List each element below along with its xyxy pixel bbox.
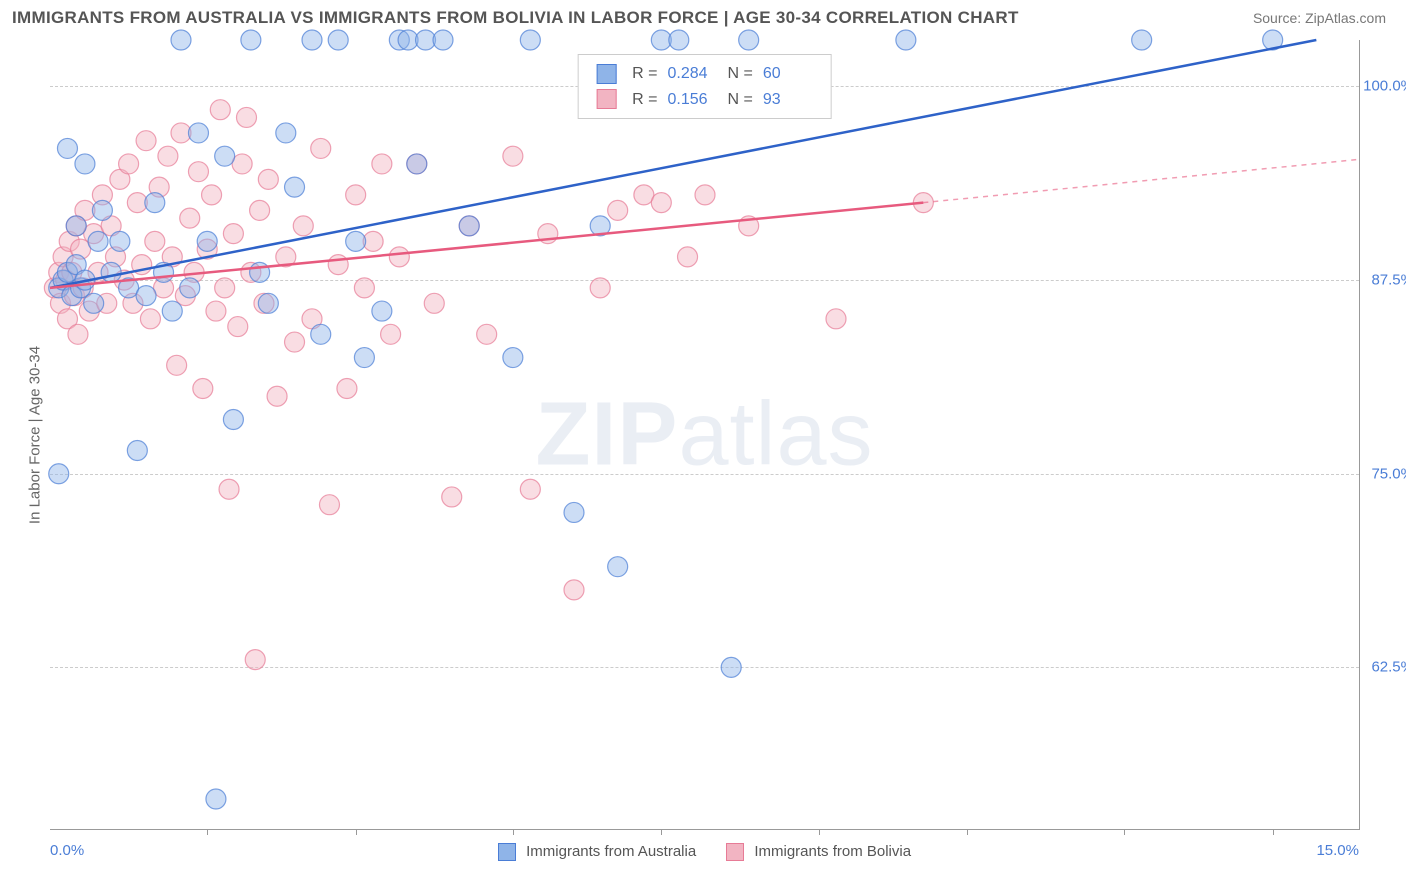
correlation-legend: R = 0.284 N = 60 R = 0.156 N = 93 <box>577 54 832 119</box>
x-tick <box>513 829 514 835</box>
x-tick <box>661 829 662 835</box>
r-value-bolivia: 0.156 <box>668 87 718 113</box>
n-value-bolivia: 93 <box>763 87 813 113</box>
x-tick <box>967 829 968 835</box>
source-label: Source: ZipAtlas.com <box>1253 10 1386 26</box>
chart-title: IMMIGRANTS FROM AUSTRALIA VS IMMIGRANTS … <box>12 8 1019 28</box>
legend-swatch-bolivia <box>596 89 616 109</box>
chart-area: In Labor Force | Age 30-34 ZIPatlas 62.5… <box>50 40 1360 830</box>
title-bar: IMMIGRANTS FROM AUSTRALIA VS IMMIGRANTS … <box>0 0 1406 36</box>
y-tick-label: 87.5% <box>1371 272 1406 289</box>
chart-container: IMMIGRANTS FROM AUSTRALIA VS IMMIGRANTS … <box>0 0 1406 892</box>
r-value-australia: 0.284 <box>668 61 718 87</box>
legend-row-australia: R = 0.284 N = 60 <box>596 61 813 87</box>
legend-swatch-australia <box>596 64 616 84</box>
x-tick <box>819 829 820 835</box>
x-tick <box>356 829 357 835</box>
y-tick-label: 75.0% <box>1371 465 1406 482</box>
legend-swatch-bolivia-bottom <box>726 843 744 861</box>
x-tick <box>1273 829 1274 835</box>
legend-row-bolivia: R = 0.156 N = 93 <box>596 87 813 113</box>
n-label: N = <box>728 61 753 87</box>
x-tick <box>207 829 208 835</box>
legend-item-australia: Immigrants from Australia <box>498 843 696 861</box>
scatter-plot <box>50 40 1359 829</box>
legend-swatch-australia-bottom <box>498 843 516 861</box>
n-value-australia: 60 <box>763 61 813 87</box>
legend-label-australia: Immigrants from Australia <box>526 843 696 860</box>
n-label: N = <box>728 87 753 113</box>
r-label: R = <box>632 87 657 113</box>
x-tick <box>1124 829 1125 835</box>
y-tick-label: 100.0% <box>1363 78 1406 95</box>
y-tick-label: 62.5% <box>1371 659 1406 676</box>
r-label: R = <box>632 61 657 87</box>
y-axis-label: In Labor Force | Age 30-34 <box>27 346 44 524</box>
bottom-legend: Immigrants from Australia Immigrants fro… <box>50 843 1359 861</box>
legend-label-bolivia: Immigrants from Bolivia <box>754 843 911 860</box>
legend-item-bolivia: Immigrants from Bolivia <box>726 843 911 861</box>
